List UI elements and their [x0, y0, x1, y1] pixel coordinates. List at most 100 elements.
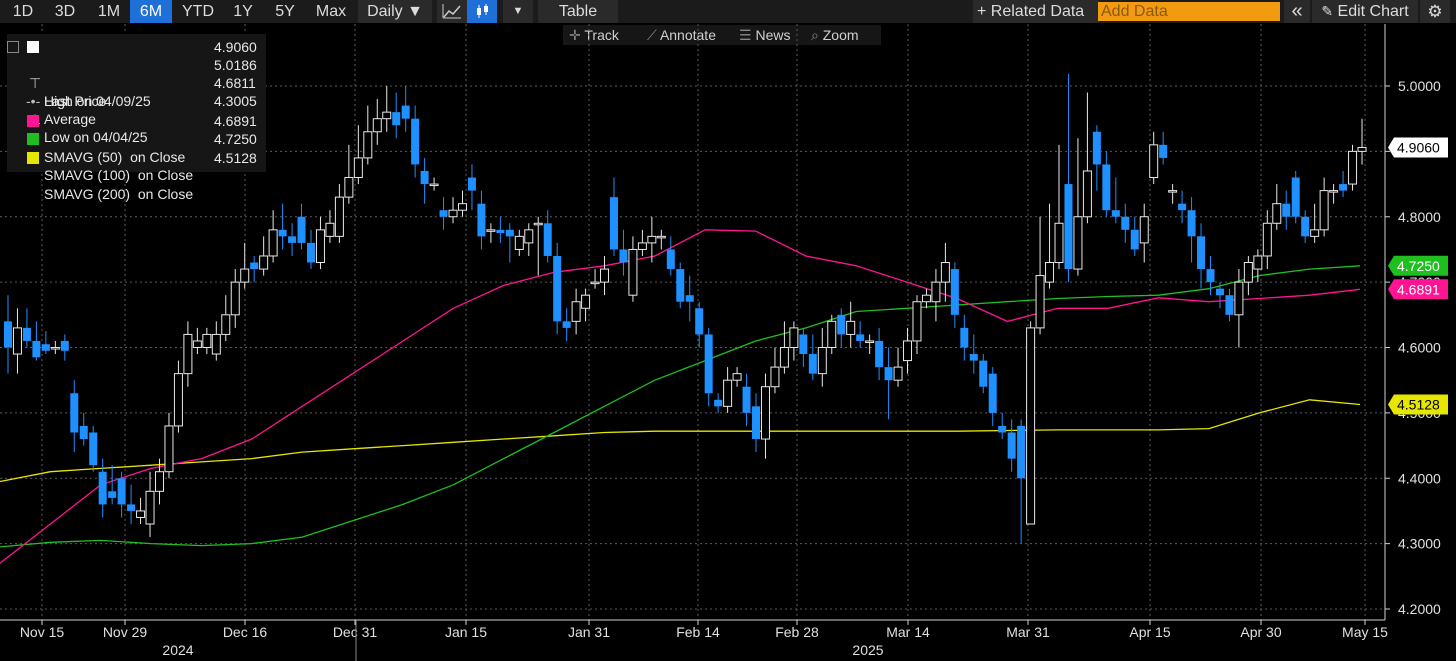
legend-average-value: 4.6811	[214, 75, 256, 91]
candle-body-down	[553, 255, 562, 322]
candle	[543, 210, 552, 263]
table-button[interactable]: Table	[538, 0, 618, 23]
x-tick-label: Apr 30	[1240, 624, 1281, 640]
chart-tools-bar: ✛ Track ⟋ Annotate ☰ News ⌕ Zoom	[563, 25, 881, 45]
candlestick-icon[interactable]	[467, 0, 497, 23]
candle-body-down	[1121, 216, 1130, 230]
candle	[817, 327, 827, 387]
top-toolbar: 1D 3D 1M 6M YTD 1Y 5Y Max Daily ▼ ▼ Tabl…	[0, 0, 1456, 23]
x-tick-label: Nov 15	[20, 624, 65, 640]
candle-body-down	[543, 223, 552, 256]
candle	[600, 255, 610, 296]
candle-body-down	[742, 386, 751, 413]
range-1y[interactable]: 1Y	[233, 3, 253, 20]
candle-body-up	[514, 235, 524, 250]
candle-body-up	[429, 183, 439, 187]
sma-line	[0, 265, 1361, 548]
candle-body-down	[41, 344, 50, 351]
candle-body-up	[334, 196, 344, 237]
candle-body-up	[1357, 146, 1367, 152]
range-1d[interactable]: 1D	[12, 3, 34, 20]
candle-body-down	[960, 327, 969, 348]
candle-body-up	[865, 340, 875, 343]
candle	[779, 321, 789, 374]
candle	[1035, 216, 1045, 335]
related-data-button[interactable]: + Related Data	[973, 0, 1099, 23]
candle	[1026, 321, 1036, 525]
candle	[221, 295, 231, 341]
range-6m[interactable]: 6M	[130, 0, 172, 23]
candle	[230, 269, 240, 328]
legend-high-value: 5.0186	[214, 57, 257, 73]
candle-body-down	[1215, 288, 1224, 296]
candle-body-down	[619, 249, 628, 263]
x-tick-label: Apr 15	[1129, 624, 1170, 640]
y-tick-label: 4.9000	[1398, 143, 1441, 159]
candle	[1301, 210, 1310, 243]
candle-body-up	[136, 510, 146, 518]
range-3d[interactable]: 3D	[54, 3, 76, 20]
legend-sma200-label: SMAVG (200) on Close	[44, 186, 194, 202]
caret-down-icon[interactable]: ▼	[503, 0, 533, 23]
candle-body-down	[884, 367, 893, 381]
candle	[1282, 190, 1291, 230]
frequency-dropdown[interactable]: Daily ▼	[358, 0, 432, 23]
candle	[334, 184, 344, 243]
candle-body-down	[496, 229, 505, 234]
candle	[865, 334, 875, 355]
sma100-tag: 4.7250	[1397, 258, 1440, 274]
candle	[32, 321, 41, 361]
legend-sma100-label: SMAVG (100) on Close	[44, 167, 194, 183]
edit-chart-button[interactable]: ✎ Edit Chart	[1312, 0, 1418, 23]
collapse-button[interactable]: «	[1284, 0, 1310, 23]
average-marker-icon: -•-	[26, 93, 41, 109]
track-tool[interactable]: ✛ Track	[569, 25, 619, 45]
candle	[1121, 203, 1130, 243]
range-max[interactable]: Max	[315, 3, 347, 20]
candle	[846, 301, 856, 348]
candle	[979, 354, 988, 394]
candle-body-down	[117, 478, 126, 505]
sma100-tag-bg	[1388, 255, 1448, 276]
line-chart-icon[interactable]	[437, 0, 467, 23]
candle-body-down	[1111, 210, 1120, 217]
candle	[1291, 170, 1300, 224]
x-tick-label: Feb 28	[775, 624, 819, 640]
candle	[505, 223, 514, 263]
news-tool[interactable]: ☰ News	[739, 25, 790, 45]
candle-body-down	[297, 216, 306, 243]
gear-icon[interactable]: ⚙	[1420, 0, 1450, 23]
candle	[789, 321, 799, 361]
annotate-tool[interactable]: ⟋ Annotate	[647, 25, 716, 45]
candle-body-down	[1291, 177, 1300, 217]
sma50-tag-bg	[1388, 279, 1448, 300]
candle	[533, 216, 543, 276]
candle	[704, 327, 713, 407]
candle	[344, 144, 354, 204]
annotate-icon: ⟋	[647, 27, 657, 43]
candle-body-down	[666, 249, 675, 270]
candle	[1139, 203, 1149, 263]
candle	[1329, 184, 1339, 204]
candle	[1262, 210, 1272, 270]
candle-body-up	[903, 340, 913, 362]
candle-body-down	[4, 321, 12, 348]
sma100-swatch	[27, 133, 39, 145]
moving-average-lines	[0, 229, 1361, 564]
candle-body-up	[1348, 150, 1358, 185]
candle	[808, 334, 817, 381]
range-ytd[interactable]: YTD	[182, 3, 214, 20]
candle-body-up	[827, 320, 837, 349]
candle	[250, 255, 259, 283]
candle	[278, 203, 287, 250]
candle	[1225, 288, 1234, 322]
candle-body-down	[676, 269, 685, 302]
range-1m[interactable]: 1M	[97, 3, 121, 20]
candle-body-up	[1073, 216, 1083, 270]
candle	[1243, 255, 1253, 296]
candle-body-up	[183, 333, 193, 375]
zoom-tool[interactable]: ⌕ Zoom	[811, 25, 859, 45]
x-tick-label: Dec 16	[223, 624, 268, 640]
range-5y[interactable]: 5Y	[275, 3, 295, 20]
add-data-input[interactable]: Add Data	[1098, 2, 1280, 21]
